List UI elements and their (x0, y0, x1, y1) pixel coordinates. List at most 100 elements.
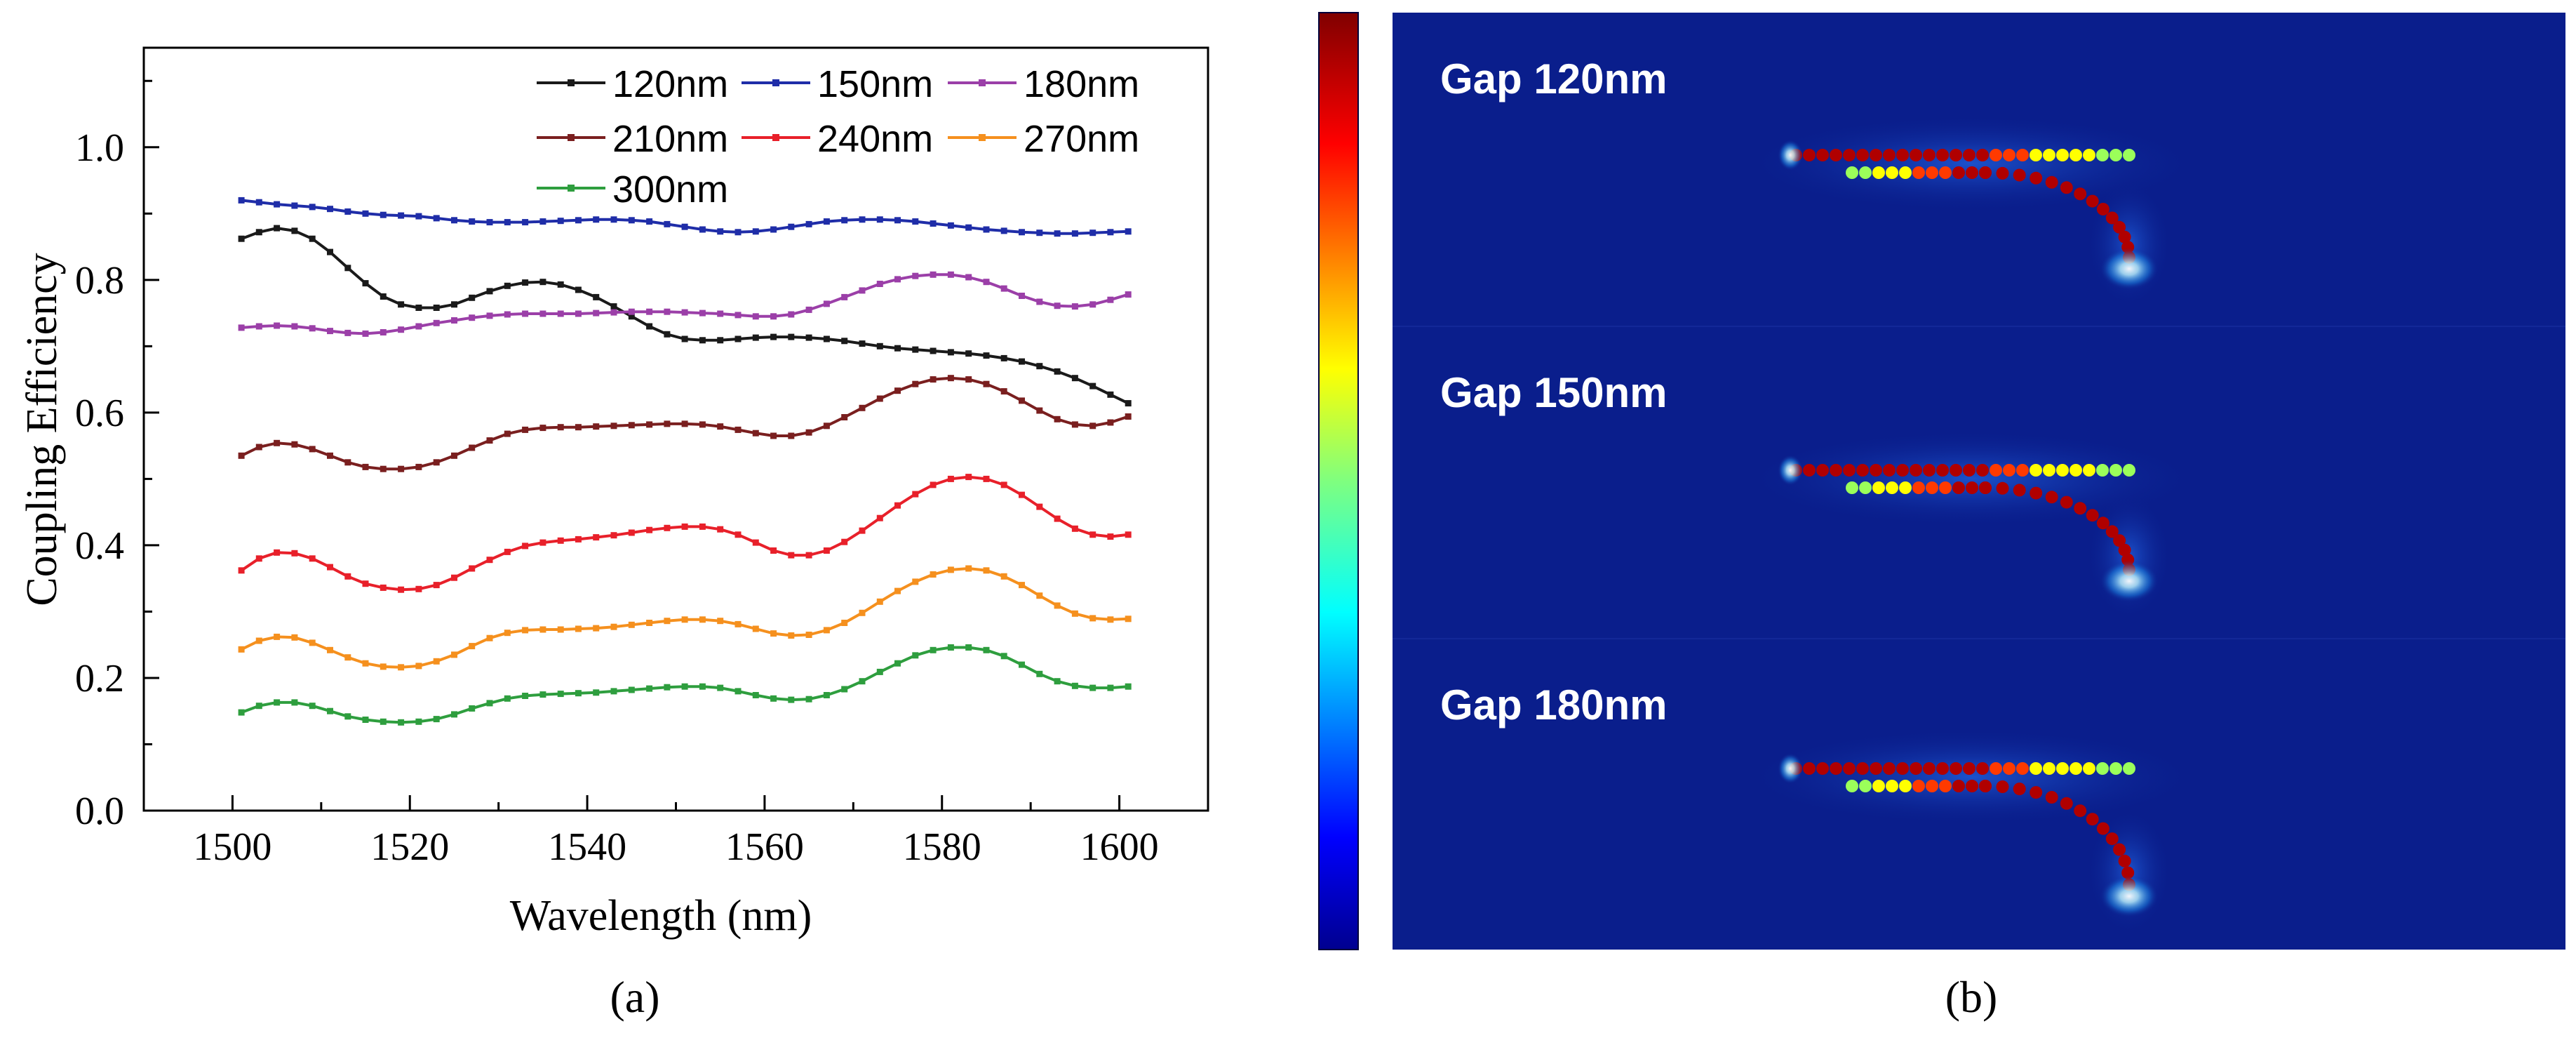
data-point (664, 308, 671, 315)
field-intensity-dot (1963, 149, 1975, 161)
field-intensity-dot (1859, 481, 1872, 494)
legend-label: 180nm (1024, 63, 1139, 105)
data-point (717, 526, 724, 533)
data-point (930, 220, 937, 227)
data-point (947, 644, 954, 651)
data-point (1054, 302, 1061, 310)
data-point (1019, 491, 1025, 498)
data-point (504, 311, 511, 318)
data-point (734, 688, 742, 695)
data-point (1089, 422, 1096, 430)
data-point (823, 335, 830, 342)
series-240nm (238, 474, 1132, 593)
data-point (1125, 531, 1132, 538)
field-intensity-dot (2045, 491, 2058, 504)
data-point (628, 621, 635, 628)
field-intensity-dot (1896, 762, 1909, 775)
data-point (788, 696, 795, 703)
field-panel: Gap 120nm (1440, 55, 2203, 307)
data-point (823, 627, 830, 634)
data-point (752, 692, 759, 698)
series-210nm (238, 375, 1132, 472)
data-point (522, 543, 529, 550)
field-intensity-dot (2030, 486, 2043, 500)
field-intensity-dot (1910, 464, 1922, 477)
field-intensity-dot (1923, 464, 1936, 477)
field-intensity-dot (2074, 804, 2087, 818)
field-intensity-dot (2060, 181, 2073, 194)
data-point (469, 444, 476, 451)
data-point (646, 218, 653, 225)
data-point (770, 630, 777, 637)
field-intensity-dot (2043, 464, 2055, 477)
data-point (504, 548, 511, 555)
data-point (539, 626, 546, 633)
data-point (788, 223, 795, 230)
field-intensity-dot (1979, 166, 1992, 179)
data-point (504, 219, 511, 226)
data-point (1071, 303, 1078, 310)
field-intensity-dot (2003, 762, 2015, 775)
field-intensity-dot (2060, 797, 2073, 810)
data-point (1000, 285, 1007, 292)
data-point (451, 651, 457, 658)
data-point (575, 535, 582, 543)
data-point (539, 691, 546, 698)
data-point (504, 430, 511, 437)
data-point (593, 293, 600, 300)
data-point (593, 689, 600, 696)
data-point (415, 323, 422, 330)
data-point (451, 317, 457, 324)
field-intensity-dot (1910, 149, 1922, 161)
data-point (965, 644, 972, 651)
field-intensity-dot (2043, 762, 2055, 775)
field-intensity-dot (1870, 762, 1882, 775)
field-intensity-dot (2123, 149, 2135, 161)
data-point (1036, 363, 1043, 370)
field-intensity-dot (1856, 762, 1869, 775)
field-intensity-dot (2105, 211, 2119, 225)
gap-label: Gap 180nm (1440, 681, 1667, 728)
data-point (876, 395, 883, 402)
field-intensity-dot (2113, 534, 2126, 547)
field-intensity-dot (1976, 149, 1989, 161)
field-intensity-dot (2043, 149, 2055, 161)
field-intensity-dot (2113, 843, 2126, 856)
data-point (398, 465, 405, 472)
data-point (398, 719, 405, 726)
data-point (1107, 229, 1114, 236)
data-point (1089, 615, 1096, 622)
data-point (983, 226, 990, 233)
data-point (930, 347, 937, 354)
x-axis-ticks: 1500 1520 1540 1560 1580 1600 (193, 795, 1159, 869)
field-intensity-dot (2083, 464, 2095, 477)
data-point (327, 564, 333, 571)
data-point (610, 623, 617, 630)
field-intensity-dot (1872, 780, 1885, 792)
data-point (291, 634, 298, 641)
data-point (415, 305, 422, 311)
data-point (344, 573, 351, 580)
field-intensity-dot (2013, 484, 2026, 497)
data-point (1125, 413, 1132, 420)
field-intensity-dot (1859, 166, 1872, 179)
legend-item: 150nm (742, 63, 933, 105)
field-intensity-dot (1886, 481, 1898, 494)
output-hotspot (2100, 875, 2159, 917)
data-point (823, 692, 830, 698)
data-point (841, 338, 848, 345)
field-intensity-dot (1952, 481, 1965, 494)
data-point (557, 691, 564, 698)
field-intensity-dot (1936, 762, 1949, 775)
field-intensity-dot (2109, 149, 2122, 161)
x-tick-label: 1580 (903, 825, 981, 869)
data-point (894, 276, 901, 283)
data-point (1000, 388, 1007, 395)
field-intensity-dot (1843, 762, 1856, 775)
data-point (983, 352, 990, 359)
data-point (965, 224, 972, 231)
field-intensity-dot (1996, 481, 2009, 495)
data-point (788, 432, 795, 439)
field-intensity-dot (2016, 762, 2029, 775)
data-point (1125, 291, 1132, 298)
